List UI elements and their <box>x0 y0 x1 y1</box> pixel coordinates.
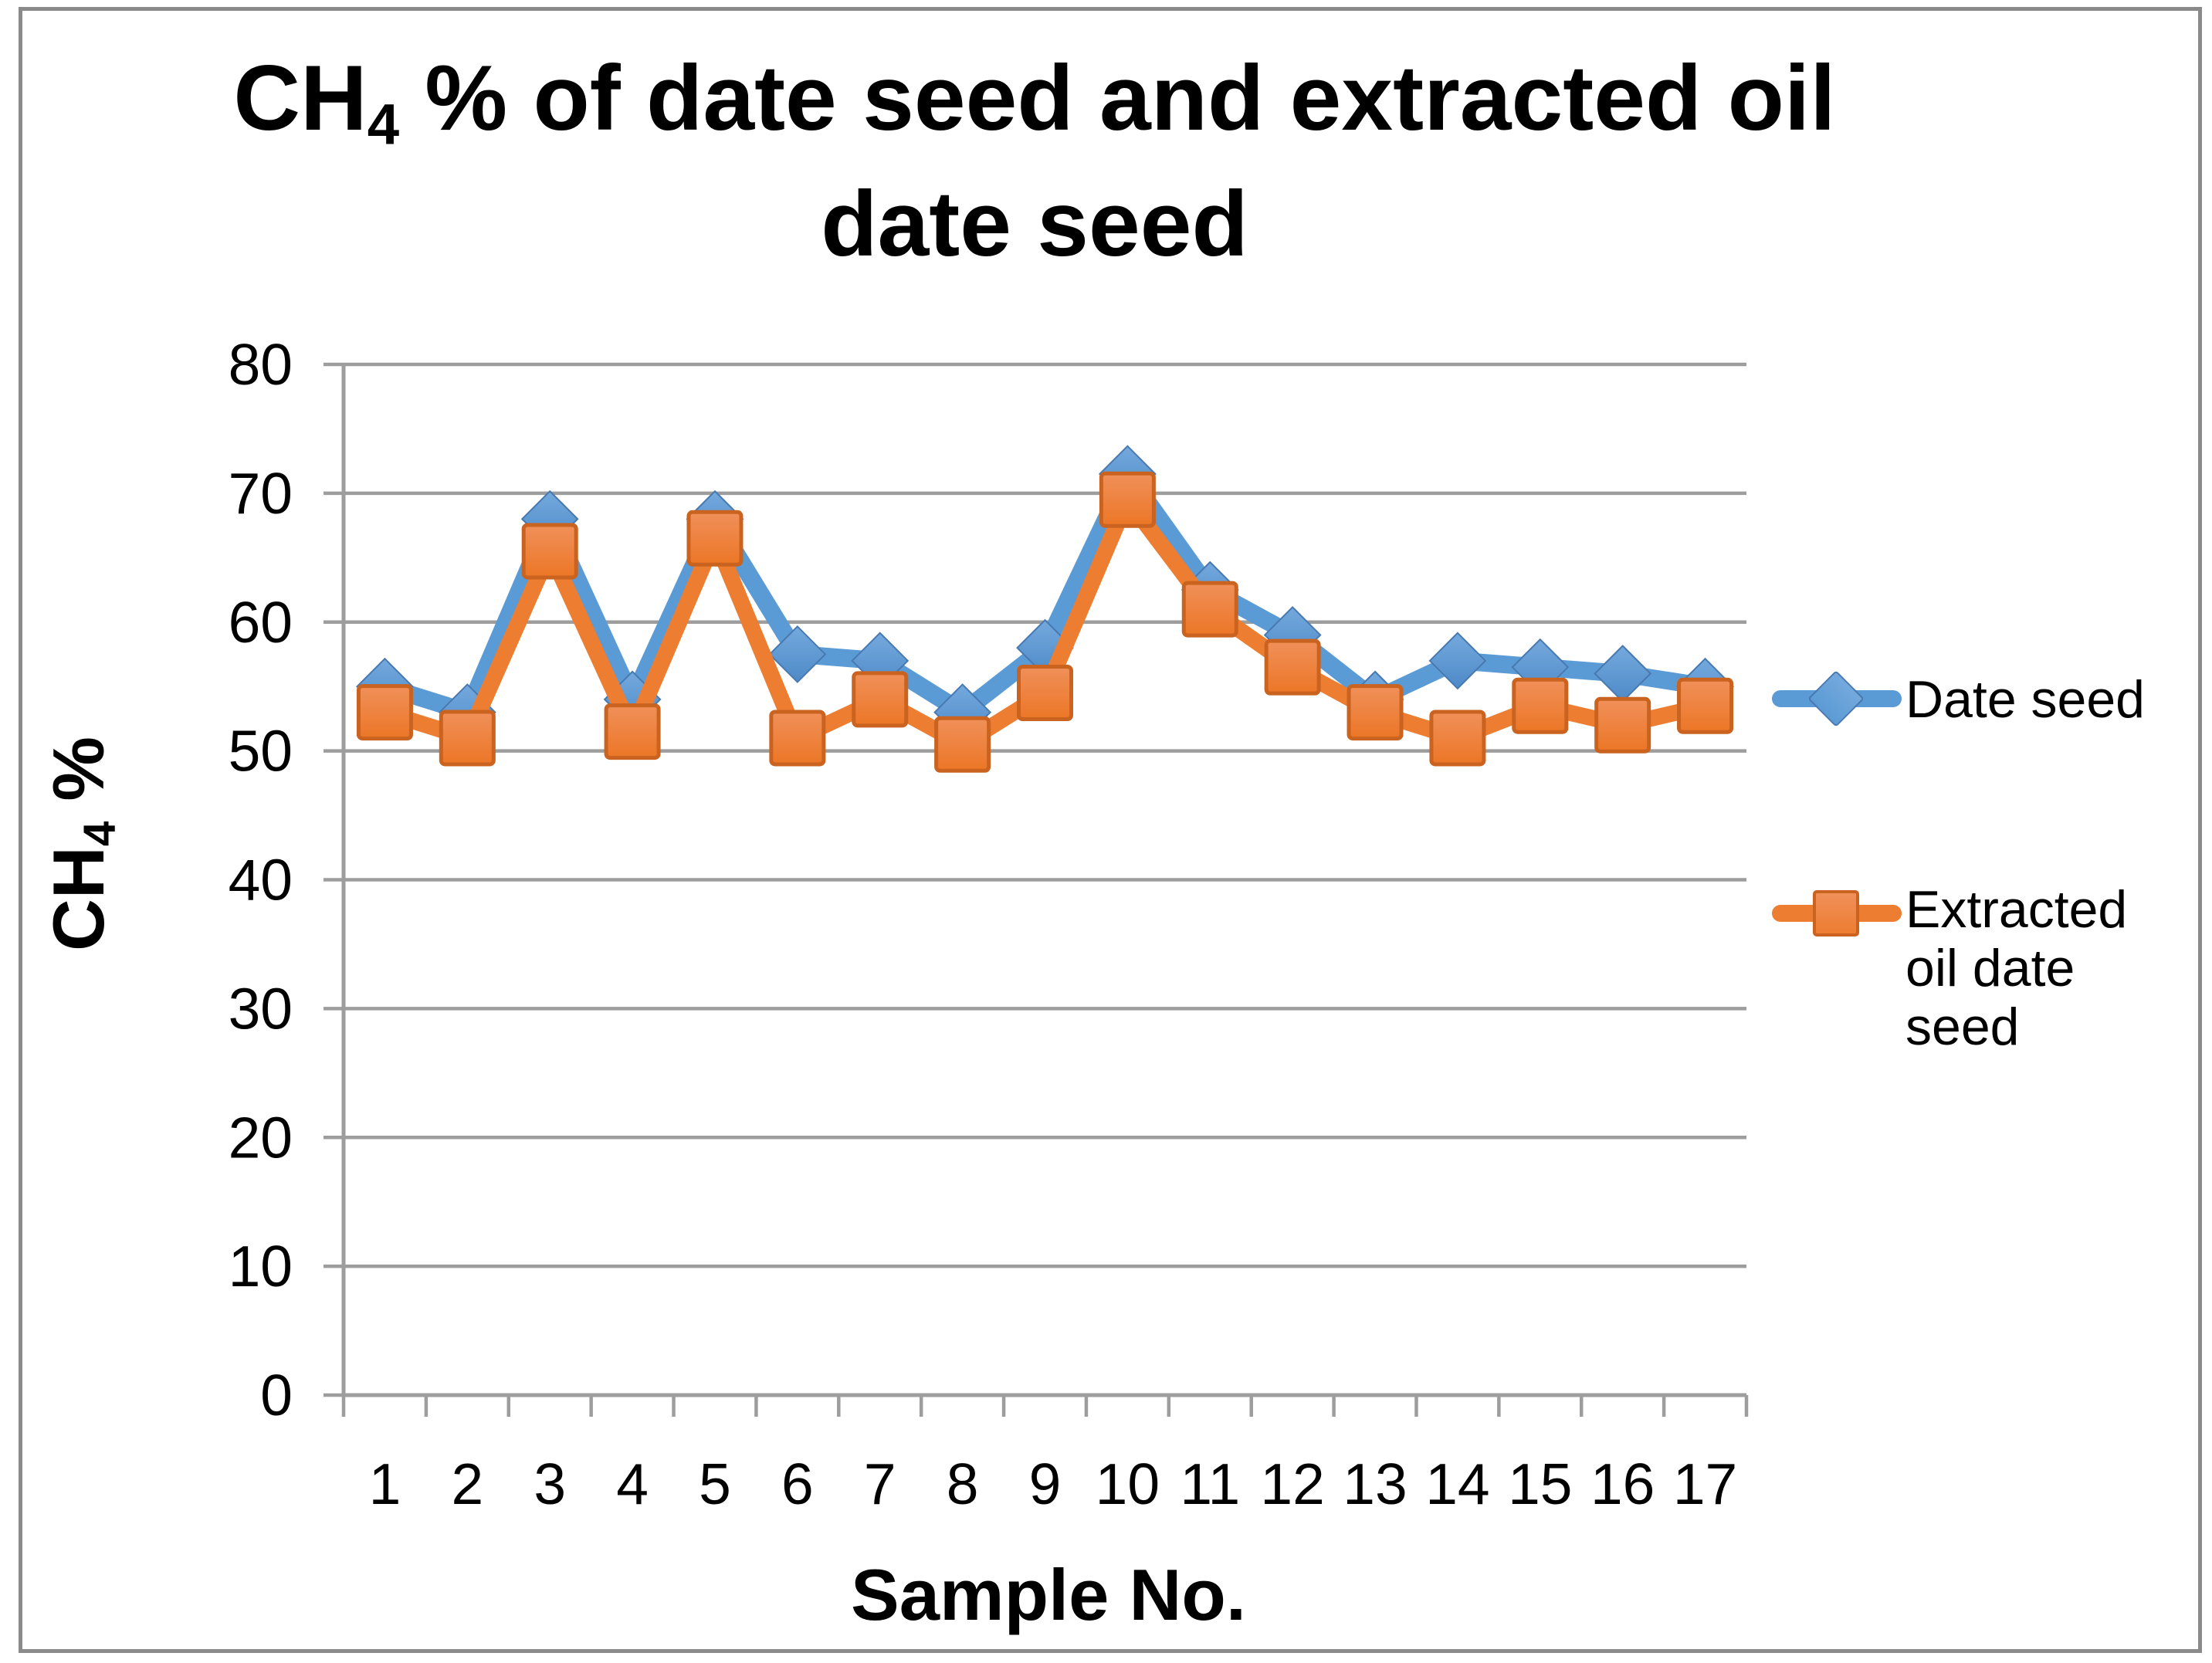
x-tick-label-16: 16 <box>1590 1451 1655 1516</box>
y-tick-label-30: 30 <box>229 976 293 1041</box>
chart-title-line1: CH4 % of date seed and extracted oil <box>197 37 1872 163</box>
x-tick-label-14: 14 <box>1425 1451 1489 1516</box>
x-tick-label-9: 9 <box>1029 1451 1062 1516</box>
y-tick-label-70: 70 <box>229 461 293 526</box>
marker-date-seed-16 <box>1594 645 1652 703</box>
marker-extracted-oil-14 <box>1429 710 1486 767</box>
chart-outer-frame <box>19 7 2202 1653</box>
x-tick-label-4: 4 <box>616 1451 649 1516</box>
y-tick-label-20: 20 <box>229 1105 293 1170</box>
marker-extracted-oil-9 <box>1017 665 1073 722</box>
marker-extracted-oil-15 <box>1512 677 1569 734</box>
legend-label-date-seed: Date seed <box>1905 670 2145 729</box>
x-tick-label-3: 3 <box>534 1451 566 1516</box>
series <box>356 445 1734 773</box>
marker-extracted-oil-16 <box>1594 696 1651 754</box>
marker-extracted-oil-5 <box>686 510 744 567</box>
x-tick-label-7: 7 <box>864 1451 896 1516</box>
x-tick-label-11: 11 <box>1180 1451 1240 1516</box>
chart-title-subscript: 4 <box>367 92 400 157</box>
x-tick-label-5: 5 <box>699 1451 731 1516</box>
chart-title-line2: date seed <box>821 171 1248 276</box>
marker-extracted-oil-4 <box>604 703 661 760</box>
marker-extracted-oil-6 <box>769 710 826 767</box>
marker-date-seed-14 <box>1428 632 1487 690</box>
x-tick-label-12: 12 <box>1260 1451 1324 1516</box>
marker-extracted-oil-3 <box>521 523 578 580</box>
y-tick-label-60: 60 <box>229 590 293 655</box>
y-tick-label-50: 50 <box>229 719 293 784</box>
y-tick-label-40: 40 <box>229 848 293 913</box>
x-tick-label-6: 6 <box>781 1451 814 1516</box>
chart-title-text: % of date seed and extracted oil <box>399 46 1836 150</box>
y-tick-label-80: 80 <box>229 332 293 397</box>
y-tick-label-0: 0 <box>260 1363 293 1428</box>
legend-label-extracted-oil: Extracted oil date seed <box>1905 880 2128 1057</box>
marker-extracted-oil-10 <box>1099 471 1156 528</box>
x-tick-label-17: 17 <box>1673 1451 1737 1516</box>
marker-extracted-oil-13 <box>1347 684 1404 741</box>
x-tick-label-1: 1 <box>369 1451 401 1516</box>
marker-date-seed-6 <box>768 625 827 683</box>
marker-extracted-oil-2 <box>439 710 496 767</box>
chart-title-formula: CH <box>233 46 368 150</box>
marker-extracted-oil-7 <box>852 671 909 728</box>
marker-extracted-oil-17 <box>1677 677 1734 734</box>
marker-extracted-oil-11 <box>1181 581 1238 638</box>
legend-square-icon <box>1813 890 1859 936</box>
x-tick-label-2: 2 <box>451 1451 483 1516</box>
marker-extracted-oil-8 <box>934 716 991 773</box>
marker-extracted-oil-1 <box>356 684 413 741</box>
marker-extracted-oil-12 <box>1264 638 1321 696</box>
x-tick-label-10: 10 <box>1096 1451 1160 1516</box>
chart-title: CH4 % of date seed and extracted oil dat… <box>197 37 1872 285</box>
x-axis-title: Sample No. <box>851 1554 1246 1635</box>
y-tick-label-10: 10 <box>229 1234 293 1299</box>
x-tick-label-8: 8 <box>947 1451 979 1516</box>
x-tick-label-15: 15 <box>1508 1451 1572 1516</box>
axes <box>324 362 1749 1417</box>
x-tick-label-13: 13 <box>1343 1451 1407 1516</box>
